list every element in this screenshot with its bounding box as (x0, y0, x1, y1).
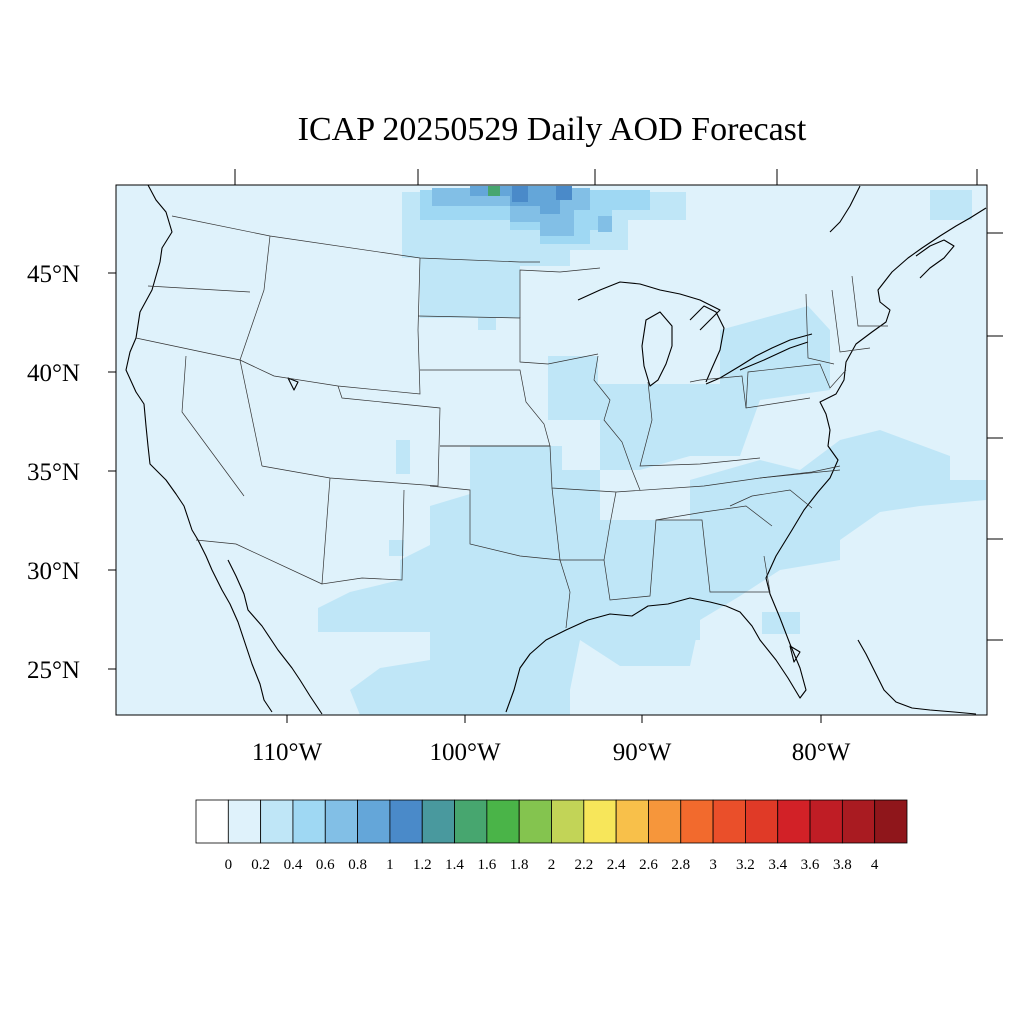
colorbar-label: 3.4 (768, 857, 787, 873)
colorbar-label: 3 (709, 857, 717, 873)
colorbar-swatch (551, 799, 585, 844)
lon-label-80w: 80°W (792, 739, 851, 766)
colorbar-swatch (486, 799, 520, 844)
colorbar-label: 0 (225, 857, 233, 873)
lon-label-100w: 100°W (429, 739, 500, 766)
colorbar-swatch (292, 799, 326, 844)
lat-label-25n: 25°N (27, 657, 80, 684)
colorbar-label: 2.8 (671, 857, 690, 873)
colorbar-label: 4 (871, 857, 879, 873)
lat-label-35n: 35°N (27, 459, 80, 486)
colorbar-label: 2 (548, 857, 556, 873)
colorbar-swatch (389, 799, 423, 844)
colorbar-label: 0.2 (251, 857, 270, 873)
colorbar-label: 2.2 (574, 857, 593, 873)
colorbar-label: 0.8 (348, 857, 367, 873)
colorbar-swatch (583, 799, 617, 844)
colorbar-swatch (357, 799, 391, 844)
colorbar-label: 1 (386, 857, 394, 873)
aod-shading-core (488, 186, 500, 196)
colorbar-swatch (195, 799, 229, 844)
colorbar-swatch (615, 799, 649, 844)
colorbar-swatch (454, 799, 488, 844)
colorbar-label: 3.6 (801, 857, 820, 873)
lat-label-40n: 40°N (27, 360, 80, 387)
colorbar-swatch (227, 799, 262, 844)
coastlines (125, 184, 987, 715)
colorbar-label: 3.8 (833, 857, 852, 873)
colorbar-label: 2.4 (607, 857, 626, 873)
colorbar-swatch (874, 799, 908, 844)
lat-label-45n: 45°N (27, 261, 80, 288)
lon-label-90w: 90°W (613, 739, 672, 766)
axis-ticks (108, 169, 1003, 723)
colorbar-label: 3.2 (736, 857, 755, 873)
colorbar-swatch (324, 799, 358, 844)
colorbar-label: 0.4 (284, 857, 303, 873)
colorbar-swatch (777, 799, 811, 844)
colorbar-swatch (421, 799, 455, 844)
lat-label-30n: 30°N (27, 558, 80, 585)
colorbar-swatch (648, 799, 682, 844)
colorbar-swatch (260, 799, 294, 844)
colorbar-label: 1.4 (445, 857, 464, 873)
colorbar-label: 1.2 (413, 857, 432, 873)
colorbar-label: 2.6 (639, 857, 658, 873)
colorbar-swatch (712, 799, 746, 844)
colorbar: 0 0.2 0.4 0.6 0.8 1 1.2 1.4 1.6 1.8 2 2.2 2.4 2.6 2.8 3… (195, 799, 908, 873)
colorbar-swatch (518, 799, 552, 844)
map-frame (115, 184, 988, 716)
aod-shading-max (512, 186, 572, 202)
colorbar-swatch (841, 799, 876, 844)
colorbar-label: 1.8 (510, 857, 529, 873)
colorbar-swatch (745, 799, 779, 844)
lon-label-110w: 110°W (252, 739, 323, 766)
map-title: ICAP 20250529 Daily AOD Forecast (297, 111, 807, 148)
colorbar-swatch (809, 799, 843, 844)
state-boundaries (135, 215, 888, 629)
colorbar-label: 1.6 (477, 857, 496, 873)
colorbar-label: 0.6 (316, 857, 335, 873)
colorbar-swatch (680, 799, 714, 844)
